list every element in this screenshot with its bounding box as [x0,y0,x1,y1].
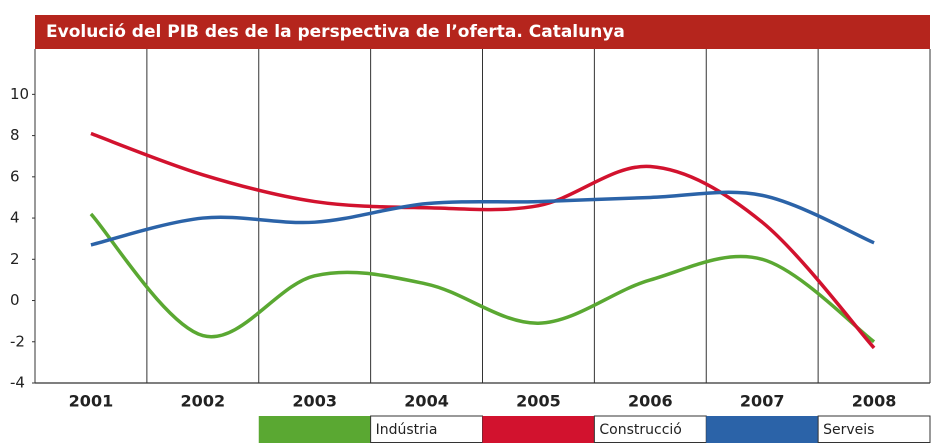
series-line [90,131,876,350]
x-tick-label: 2008 [852,392,897,411]
legend-swatch [482,416,595,443]
legend-label: Construcció [599,422,681,438]
legend-box [593,415,707,443]
y-tick-label: 4 [10,209,20,227]
title-bar [35,15,930,49]
legend-label: Indústria [376,422,438,438]
x-tick-label: 2005 [516,392,561,411]
y-tick-label: 8 [10,126,20,144]
y-tick-label: 2 [10,250,20,268]
x-tick-label: 2006 [628,392,673,411]
legend-label: Serveis [823,422,874,438]
legend-swatch [258,416,371,443]
x-tick-label: 2001 [69,392,114,411]
y-tick-label: -2 [10,332,25,350]
legend-box [817,415,931,443]
y-tick-label: -4 [10,374,25,392]
x-tick-label: 2002 [181,392,226,411]
y-tick-label: 0 [10,291,20,309]
legend-box [370,415,483,443]
series-line [89,212,876,344]
y-tick-label: 6 [10,167,20,185]
x-tick-label: 2003 [292,392,337,411]
y-tick-label: 10 [10,85,29,103]
legend-swatch [706,416,819,443]
series-line [90,190,875,247]
x-tick-label: 2007 [740,392,785,411]
x-tick-label: 2004 [404,392,449,411]
chart-title: Evolució del PIB des de la perspectiva d… [46,22,625,42]
